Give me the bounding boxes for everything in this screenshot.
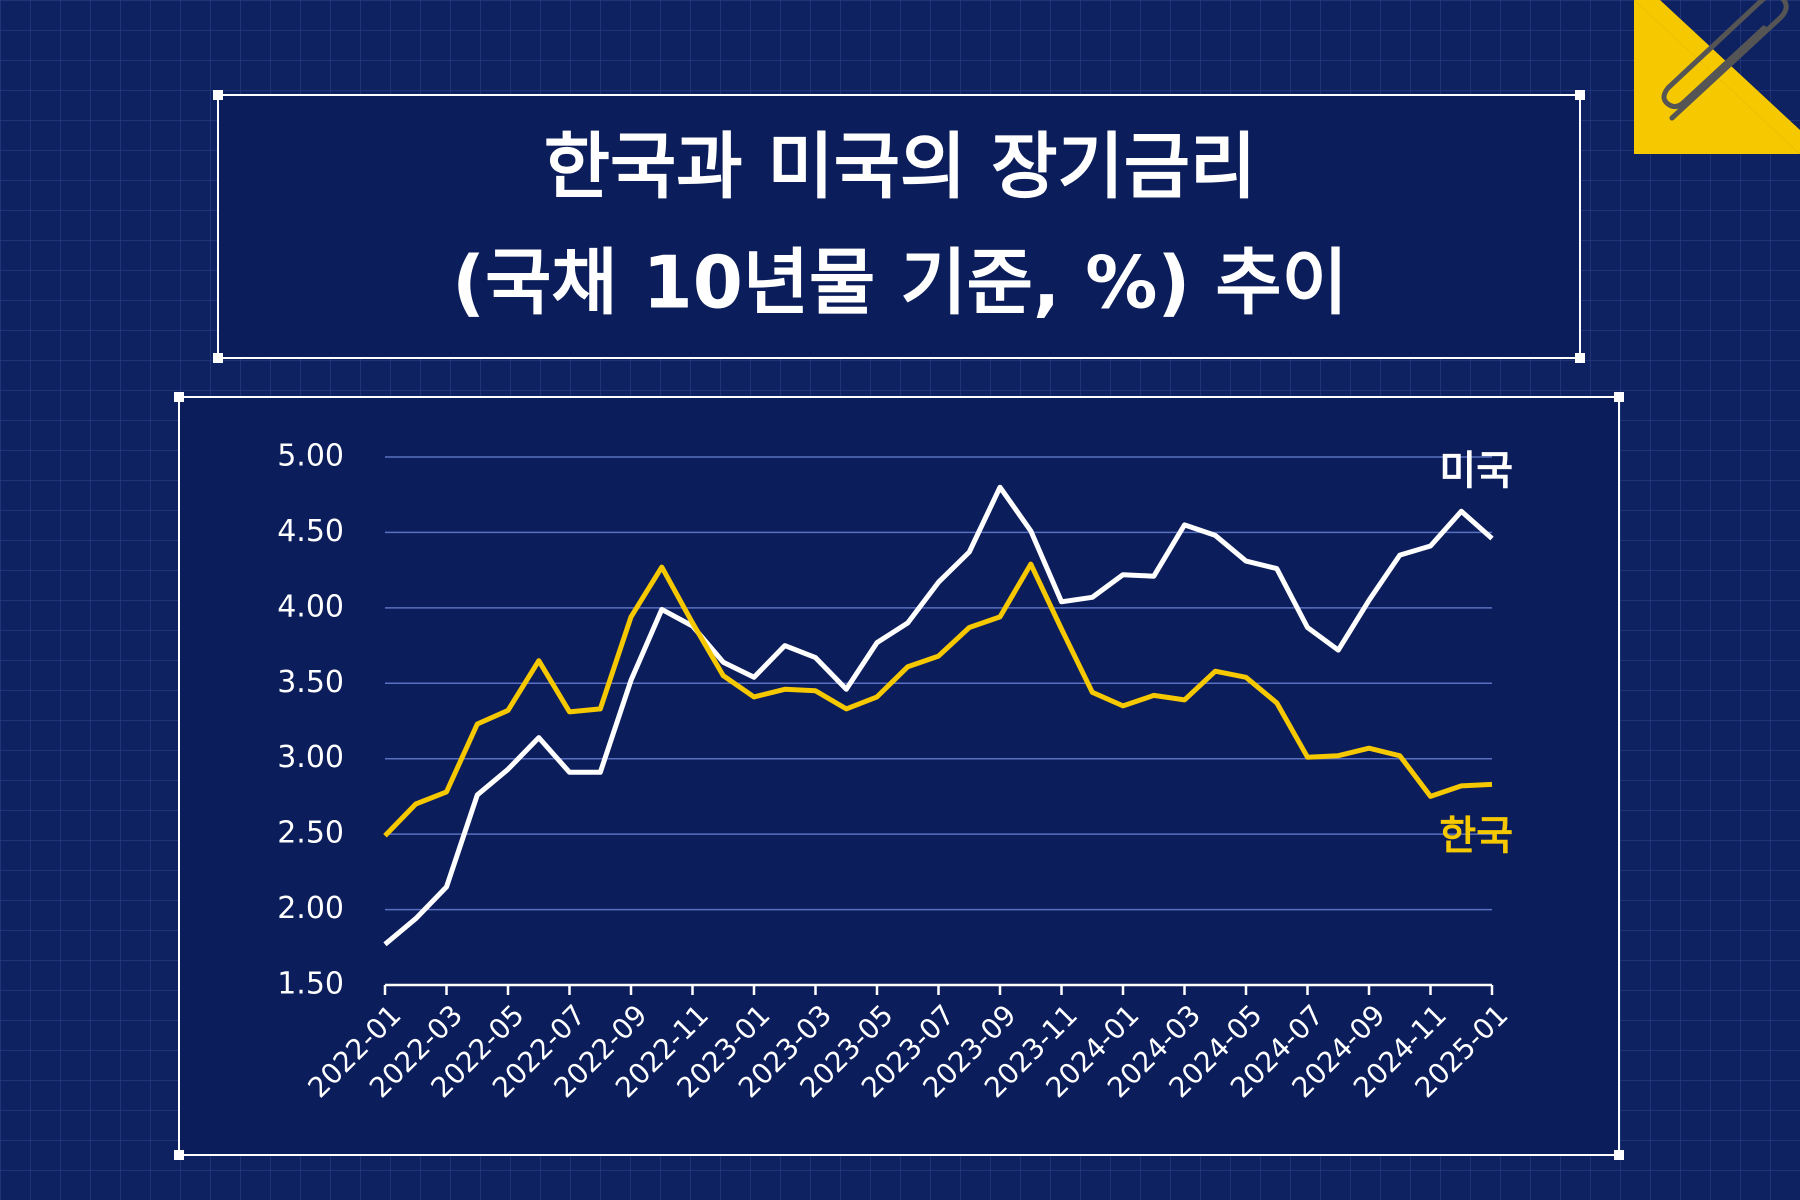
chart-box bbox=[174, 392, 1624, 1160]
y-tick-label: 2.00 bbox=[277, 891, 344, 926]
y-tick-label: 3.50 bbox=[277, 665, 344, 700]
y-tick-label: 4.00 bbox=[277, 589, 344, 624]
y-tick-label: 3.00 bbox=[277, 740, 344, 775]
title-box bbox=[213, 90, 1585, 363]
y-tick-label: 1.50 bbox=[277, 967, 344, 1002]
y-tick-label: 5.00 bbox=[277, 439, 344, 474]
chart-title: 한국과 미국의 장기금리 bbox=[544, 125, 1257, 209]
series-label: 한국 bbox=[1439, 813, 1513, 859]
series-line bbox=[383, 561, 1493, 838]
series-line bbox=[383, 484, 1494, 947]
y-tick-label: 2.50 bbox=[277, 816, 344, 851]
corner-decoration bbox=[1634, 0, 1800, 154]
chart-title: (국채 10년물 기준, %) 추이 bbox=[452, 241, 1348, 325]
series-label: 미국 bbox=[1439, 448, 1513, 494]
y-tick-label: 4.50 bbox=[277, 514, 344, 549]
